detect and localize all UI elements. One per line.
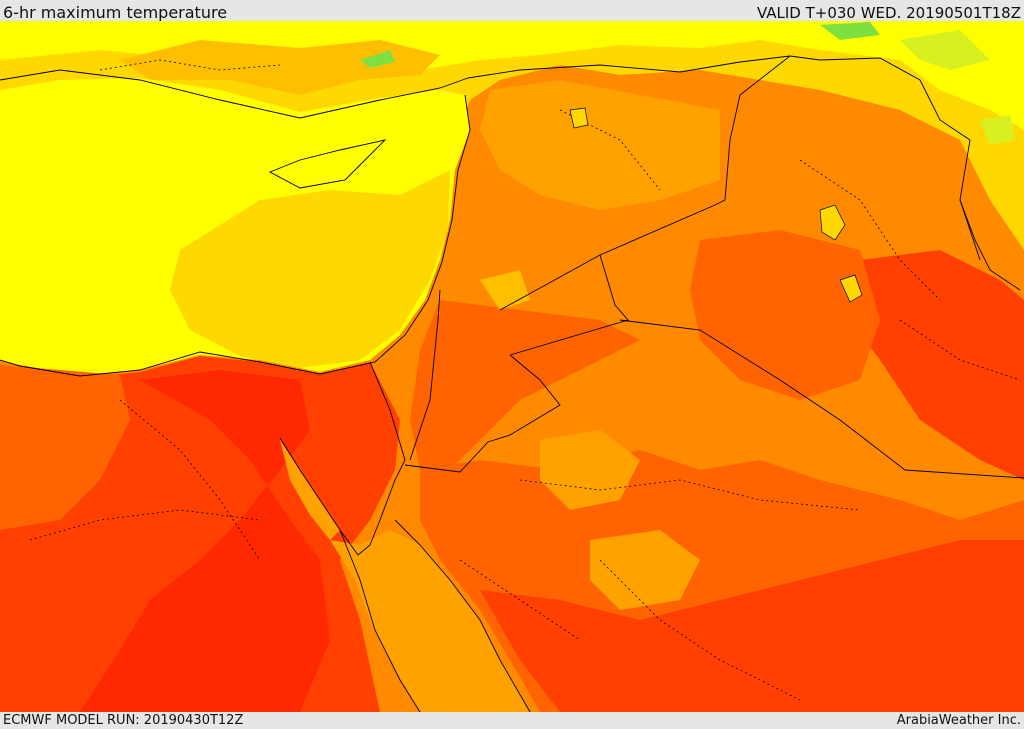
country-borders <box>0 55 1024 712</box>
jordan-saudi-border <box>404 354 561 473</box>
turkey-south-coast <box>0 69 469 119</box>
egypt-coast-suez <box>279 437 371 556</box>
iran-coast <box>959 199 1021 291</box>
iraq-iran-border <box>789 55 981 261</box>
red-sea <box>330 530 530 712</box>
iraq-amber <box>480 80 720 210</box>
orange-light-patch-2 <box>590 530 700 610</box>
temperature-map[interactable] <box>0 21 1024 712</box>
egypt-deep-red <box>80 370 330 712</box>
green-spot-2 <box>360 50 395 68</box>
model-run: ECMWF MODEL RUN: 20190430T12Z <box>3 713 244 728</box>
orange-light-patch-1 <box>540 430 640 510</box>
map-title: 6-hr maximum temperature <box>3 3 228 22</box>
credit: ArabiaWeather Inc. <box>896 713 1021 728</box>
red-sea-east-coast <box>394 519 531 712</box>
anatolia-amber <box>120 40 440 95</box>
jordan-orange-red <box>410 300 640 470</box>
lake-3 <box>569 107 589 129</box>
arabia-red <box>480 540 1024 712</box>
lake-1 <box>819 204 846 241</box>
red-sea-west-coast <box>339 529 421 712</box>
green-spot-1 <box>820 22 880 40</box>
eastern-med-coast <box>0 94 471 377</box>
cyprus-outline <box>268 139 387 189</box>
iraq-orange-red <box>690 230 880 400</box>
sinai-border <box>369 361 406 546</box>
jordan-iraq-border <box>509 254 629 356</box>
valid-time: VALID T+030 WED. 20190501T18Z <box>756 4 1021 22</box>
footer-bar: ECMWF MODEL RUN: 20190430T12Z ArabiaWeat… <box>0 712 1024 729</box>
gulf-red <box>850 250 1024 480</box>
levant-sea-gold <box>170 170 450 368</box>
green-spot-4 <box>980 115 1015 145</box>
gulf-of-suez <box>280 440 340 540</box>
header-bar: 6-hr maximum temperature VALID T+030 WED… <box>0 0 1024 22</box>
libya-red-orange <box>0 365 130 530</box>
lake-2 <box>839 274 863 303</box>
jordan-valley <box>409 289 441 461</box>
green-spot-3 <box>900 30 990 70</box>
iraq-saudi-border <box>619 319 1024 479</box>
turkey-syria-border <box>467 55 791 79</box>
province-boundaries <box>29 59 1021 701</box>
